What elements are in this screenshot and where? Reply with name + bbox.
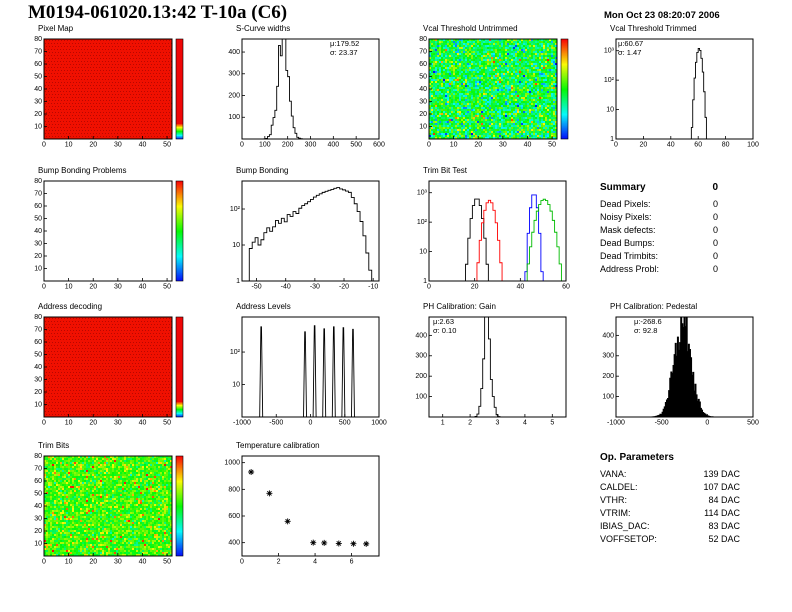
panel-trim-bits: Trim Bits bbox=[26, 441, 198, 570]
panel-s-curve-widths: S-Curve widths μ:179.52 σ: 23.37 bbox=[224, 24, 389, 153]
temperature-calibration-plot bbox=[224, 452, 389, 570]
timestamp: Mon Oct 23 08:20:07 2006 bbox=[604, 10, 720, 21]
summary-total: 0 bbox=[712, 182, 718, 193]
summary-panel: Summary 0 Dead Pixels: 0 Noisy Pixels: 0 M… bbox=[600, 182, 718, 276]
chart-title: PH Calibration: Pedestal bbox=[610, 302, 698, 311]
op-parameter-row: CALDEL: 107 DAC bbox=[600, 482, 740, 492]
bump-bonding-problems-plot bbox=[26, 177, 198, 295]
chart-title: Bump Bonding bbox=[236, 166, 289, 175]
chart-title: Pixel Map bbox=[38, 24, 74, 33]
summary-row: Noisy Pixels: 0 bbox=[600, 212, 718, 222]
chart-title: Vcal Threshold Trimmed bbox=[610, 24, 697, 33]
panel-bump-bonding-problems: Bump Bonding Problems bbox=[26, 166, 198, 295]
vcal-trimmed-plot bbox=[598, 35, 763, 153]
stats-box: μ:179.52 σ: 23.37 bbox=[330, 39, 359, 57]
stats-sigma: σ: 92.8 bbox=[634, 326, 658, 335]
summary-row: Address Probl: 0 bbox=[600, 264, 718, 274]
chart-title: Bump Bonding Problems bbox=[38, 166, 127, 175]
chart-title: Vcal Threshold Untrimmed bbox=[423, 24, 518, 33]
panel-ph-calibration-pedestal: PH Calibration: Pedestal μ:-268.6 σ: 92.… bbox=[598, 302, 763, 431]
chart-title: Temperature calibration bbox=[236, 441, 320, 450]
stats-sigma: σ: 23.37 bbox=[330, 48, 358, 57]
chart-title: Trim Bits bbox=[38, 441, 70, 450]
stats-sigma: σ: 0.10 bbox=[433, 326, 457, 335]
summary-row: Mask defects: 0 bbox=[600, 225, 718, 235]
panel-bump-bonding: Bump Bonding bbox=[224, 166, 389, 295]
trim-bit-test-plot bbox=[411, 177, 576, 295]
summary-row: Dead Bumps: 0 bbox=[600, 238, 718, 248]
op-parameter-row: VANA: 139 DAC bbox=[600, 469, 740, 479]
op-parameter-row: VOFFSETOP: 52 DAC bbox=[600, 534, 740, 544]
panel-vcal-threshold-untrimmed: Vcal Threshold Untrimmed bbox=[411, 24, 583, 153]
page-title: M0194-061020.13:42 T-10a (C6) bbox=[28, 2, 288, 23]
stats-mean: μ:-268.6 bbox=[634, 317, 662, 326]
bump-bonding-plot bbox=[224, 177, 389, 295]
chart-title: Trim Bit Test bbox=[423, 166, 468, 175]
stats-mean: μ:2.63 bbox=[433, 317, 455, 326]
ph-pedestal-plot bbox=[598, 313, 763, 431]
op-parameters-title: Op. Parameters bbox=[600, 452, 674, 463]
panel-trim-bit-test: Trim Bit Test bbox=[411, 166, 576, 295]
op-parameter-row: VTHR: 84 DAC bbox=[600, 495, 740, 505]
op-parameter-row: IBIAS_DAC: 83 DAC bbox=[600, 521, 740, 531]
s-curve-widths-plot bbox=[224, 35, 389, 153]
stats-mean: μ:179.52 bbox=[330, 39, 360, 48]
stats-box: μ:-268.6 σ: 92.8 bbox=[634, 317, 662, 335]
chart-title: Address decoding bbox=[38, 302, 103, 311]
pixel-map-plot bbox=[26, 35, 198, 153]
panel-address-levels: Address Levels bbox=[224, 302, 389, 431]
trim-bits-plot bbox=[26, 452, 198, 570]
chart-title: Address Levels bbox=[236, 302, 291, 311]
stats-box: μ:60.67 σ: 1.47 bbox=[618, 39, 643, 57]
panel-ph-calibration-gain: PH Calibration: Gain μ:2.63 σ: 0.10 bbox=[411, 302, 576, 431]
address-decoding-plot bbox=[26, 313, 198, 431]
panel-temperature-calibration: Temperature calibration bbox=[224, 441, 389, 570]
chart-title: PH Calibration: Gain bbox=[423, 302, 496, 311]
ph-gain-plot bbox=[411, 313, 576, 431]
summary-row: Dead Trimbits: 0 bbox=[600, 251, 718, 261]
chart-title: S-Curve widths bbox=[236, 24, 291, 33]
op-parameters-header: Op. Parameters bbox=[600, 452, 740, 463]
summary-header: Summary 0 bbox=[600, 182, 718, 193]
op-parameters-panel: Op. Parameters VANA: 139 DAC CALDEL: 107 D… bbox=[600, 452, 740, 546]
stats-mean: μ:60.67 bbox=[618, 39, 644, 48]
panel-address-decoding: Address decoding bbox=[26, 302, 198, 431]
address-levels-plot bbox=[224, 313, 389, 431]
vcal-untrimmed-plot bbox=[411, 35, 583, 153]
stats-box: μ:2.63 σ: 0.10 bbox=[433, 317, 456, 335]
stats-sigma: σ: 1.47 bbox=[618, 48, 642, 57]
summary-title: Summary bbox=[600, 182, 646, 193]
panel-vcal-threshold-trimmed: Vcal Threshold Trimmed μ:60.67 σ: 1.47 bbox=[598, 24, 763, 153]
panel-pixel-map: Pixel Map bbox=[26, 24, 198, 153]
op-parameter-row: VTRIM: 114 DAC bbox=[600, 508, 740, 518]
summary-row: Dead Pixels: 0 bbox=[600, 199, 718, 209]
